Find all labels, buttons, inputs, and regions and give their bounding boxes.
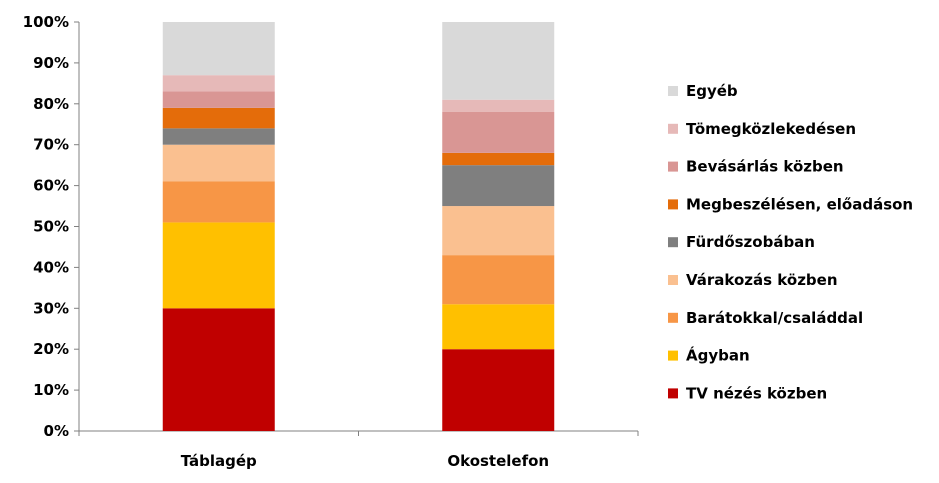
bar-segment xyxy=(442,152,555,166)
x-category-label: Okostelefon xyxy=(447,452,549,470)
y-tick-label: 90% xyxy=(33,54,69,72)
legend-swatch xyxy=(668,161,678,172)
legend-swatch xyxy=(668,388,678,399)
bar-segment xyxy=(442,206,555,256)
legend-label: Fürdőszobában xyxy=(686,233,815,251)
bar-segment xyxy=(162,144,275,182)
bar-segment xyxy=(162,308,275,431)
legend-label: Egyéb xyxy=(686,82,738,100)
bar-segment xyxy=(162,22,275,76)
legend-swatch xyxy=(668,237,678,248)
legend-label: Barátokkal/családdal xyxy=(686,309,863,327)
bar-segment xyxy=(162,75,275,92)
bar-segment xyxy=(442,349,555,431)
legend-swatch xyxy=(668,86,678,96)
legend-label: Bevásárlás közben xyxy=(686,158,844,176)
x-category-label: Táblagép xyxy=(181,452,257,470)
legend-label: Tömegközlekedésen xyxy=(686,120,856,138)
legend-swatch xyxy=(668,123,678,134)
legend-swatch xyxy=(668,312,678,323)
legend: Egyéb Tömegközlekedésen Bevásárlás közben M… xyxy=(668,82,913,402)
legend-label: Várakozás közben xyxy=(686,271,838,289)
plot-area: 0% 10% 20% 30% 40% 50% 60% 70% 80% 90% 100% Táblagé… xyxy=(23,13,639,470)
y-tick-label: 30% xyxy=(33,299,69,317)
y-tick-label: 60% xyxy=(33,177,69,195)
bar-segment xyxy=(442,165,555,207)
legend-label: Megbeszélésen, előadáson xyxy=(686,195,913,213)
bar-segment xyxy=(442,111,555,153)
bar-segment xyxy=(162,181,275,223)
y-tick-label: 100% xyxy=(23,13,69,31)
y-tick-label: 50% xyxy=(33,218,69,236)
y-tick-label: 10% xyxy=(33,381,69,399)
legend-swatch xyxy=(668,350,678,361)
bar-segment xyxy=(442,304,555,350)
legend-label: Ágyban xyxy=(686,346,750,365)
y-tick-label: 0% xyxy=(44,422,69,440)
bar-segment xyxy=(162,91,275,108)
y-tick-label: 70% xyxy=(33,136,69,154)
bar-segment xyxy=(162,128,275,145)
y-tick-label: 80% xyxy=(33,95,69,113)
legend-label: TV nézés közben xyxy=(686,384,827,402)
y-tick-label: 20% xyxy=(33,340,69,358)
bar-segment xyxy=(442,22,555,100)
legend-swatch xyxy=(668,275,678,285)
bar-segment xyxy=(442,255,555,305)
bar-segment xyxy=(162,107,275,129)
bar-segment xyxy=(162,222,275,309)
legend-swatch xyxy=(668,199,678,210)
y-tick-label: 40% xyxy=(33,258,69,276)
bar-segment xyxy=(442,99,555,112)
